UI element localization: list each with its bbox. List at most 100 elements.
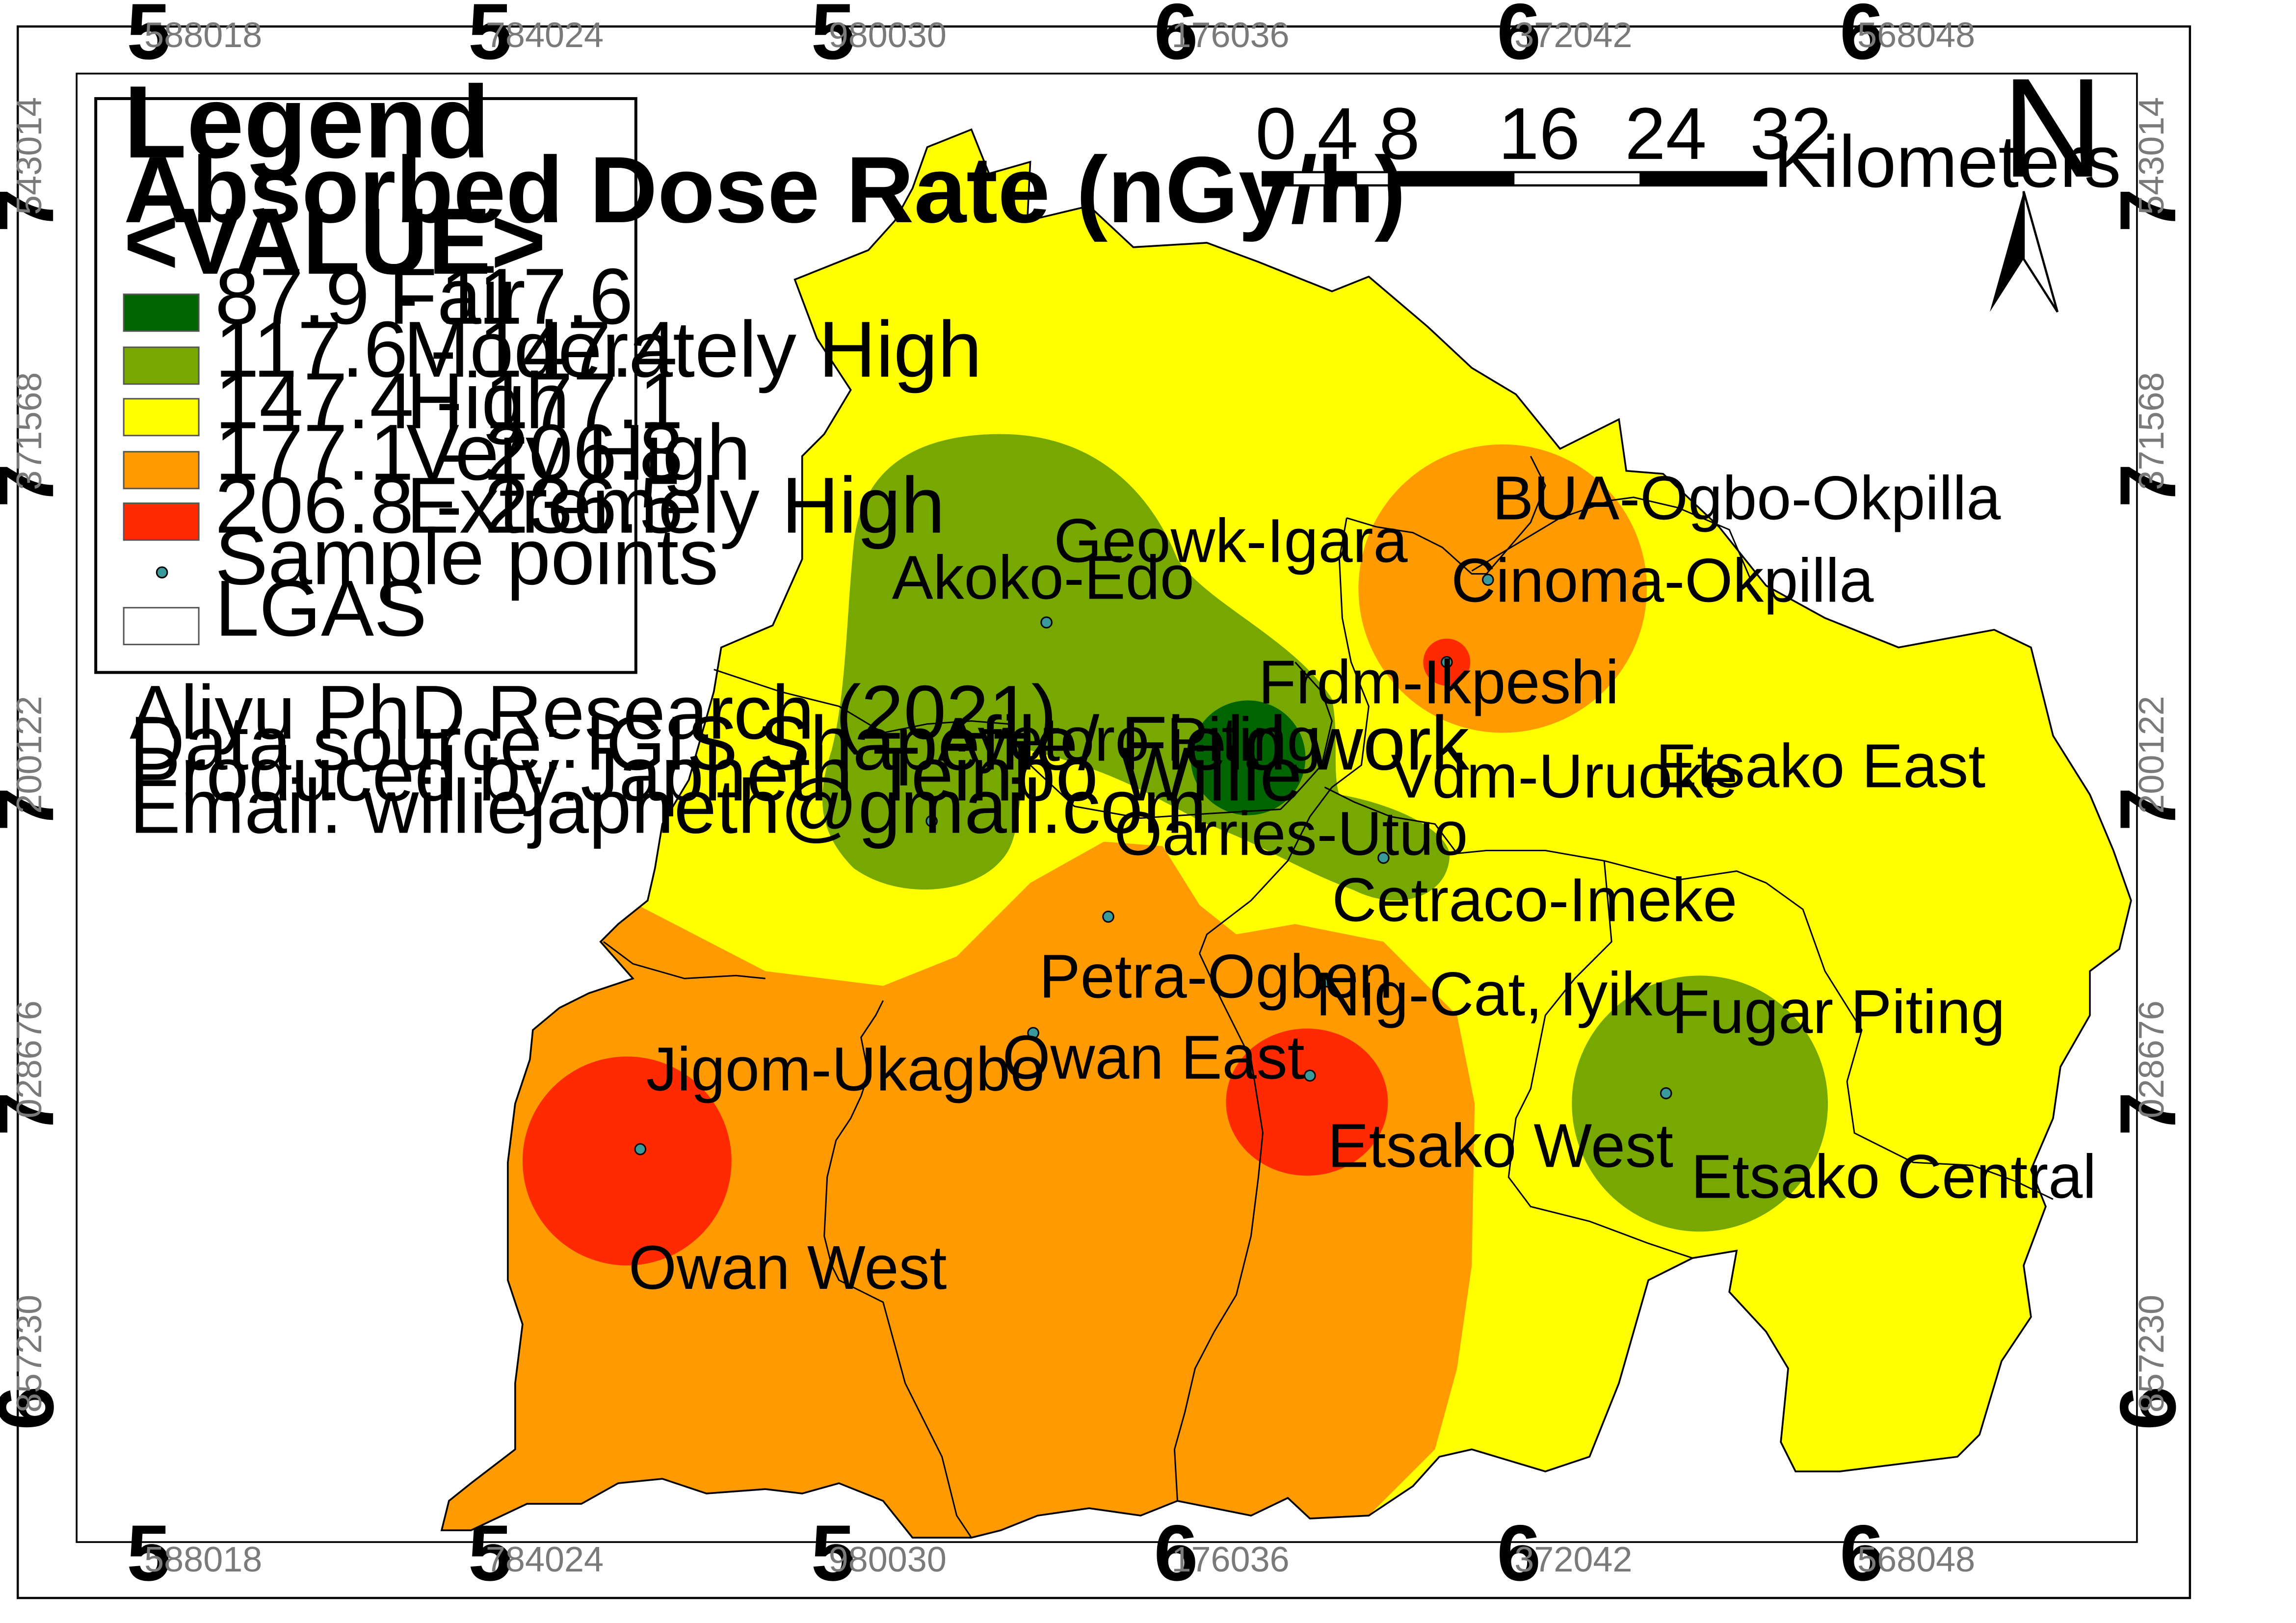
site-label: Akoko-Edo [892,543,1194,612]
legend-range: 147.4 - 177.1 [215,357,683,445]
bottom-label-major: 5 [811,1509,855,1597]
site-label: Frdm-Ikpeshi [1258,648,1619,717]
sample-point[interactable] [1441,656,1453,668]
right-label-major: 7 [2104,787,2192,831]
site-label: Jigom-Ukagbo [646,1034,1045,1103]
lga-label: Etsako West [1327,1111,1673,1180]
bottom-label-minor: 980030 [829,1540,947,1579]
sample-point[interactable] [1246,758,1259,770]
north-label: N [2002,49,2104,207]
credit-line: Produced by:Japheth Teinbo Willie [130,732,1302,817]
legend-field: <VALUE> [124,188,546,294]
left-label-major: 6 [0,1386,70,1430]
top-label-major: 6 [1840,0,1884,76]
legend-swatch-extremely-high [123,502,200,541]
right-label-major: 7 [2104,464,2192,508]
sample-point[interactable] [1027,1027,1039,1039]
top-label-major: 6 [1154,0,1198,76]
sample-point[interactable] [634,1143,647,1155]
legend-sample-point-icon [156,566,168,578]
right-label-major: 7 [2104,188,2192,233]
sample-point[interactable] [1481,574,1494,586]
site-label: Cinoma-Okpilla [1451,546,1874,615]
right-label-minor: 371568 [2132,372,2171,490]
credit-line: Email: williejapheth@gmail.com [130,764,1207,849]
legend-sample-points-label: Sample points [215,513,718,602]
right-label-minor: 543014 [2132,97,2171,215]
right-label-minor: 857230 [2132,1295,2171,1413]
sample-point[interactable] [1660,1087,1672,1099]
top-label-minor: 784024 [486,16,604,55]
legend-swatch-very-high [123,451,200,490]
left-label-major: 7 [0,188,70,233]
very-high-zone-south [441,841,1475,1538]
extremely-high-zone-ukagbo [522,1056,732,1266]
legend-swatch-lgas [123,607,200,646]
left-label-minor: 371568 [10,372,49,490]
bottom-label-minor: 176036 [1171,1540,1289,1579]
study-area-boundary [440,128,2132,1539]
lga-label: Owan West [629,1233,947,1302]
lga-label: Etsako Central [1691,1142,2096,1211]
bottom-label-major: 6 [1154,1509,1198,1597]
scale-tick: 0 [1255,92,1296,175]
sample-point[interactable] [1304,1070,1316,1082]
top-label-minor: 372042 [1514,16,1632,55]
legend-class-label: High [406,357,570,445]
lga-boundaries [603,456,2054,1538]
sample-point[interactable] [1321,975,1334,988]
top-label-minor: 568048 [1857,16,1975,55]
legend-class-label: Extremely High [406,461,945,550]
fair-zone-ikpeshi [1190,700,1306,815]
lga-label: Etsako East [1656,732,1985,801]
top-label-major: 5 [811,0,855,76]
bottom-label-major: 5 [127,1509,171,1597]
site-label: Fugar Piting [1672,977,2005,1046]
legend-title: Legend [124,65,490,180]
legend-range: 206.8 - 236.5 [215,461,683,550]
legend-swatch-fair [123,293,200,332]
credits: Aliyu PhD Research (2021) Data source: I… [130,670,1470,850]
extremely-high-zone-iyiku [1226,1028,1388,1176]
site-label: Vdm-Uruoke [1391,742,1738,811]
right-label-minor: 200122 [2132,696,2171,813]
credit-line: Data source: IGIS Shapefile/ Field work [130,701,1470,786]
scale-tick: 4 [1317,92,1358,175]
sample-point[interactable] [1377,852,1390,864]
sample-point[interactable] [925,815,938,827]
legend-swatch-moderately-high [123,346,200,385]
bottom-label-minor: 372042 [1514,1540,1632,1579]
scale-tick: 16 [1498,92,1580,175]
right-label-major: 6 [2104,1386,2192,1430]
top-label-major: 6 [1497,0,1541,76]
legend-class-label: Fair [389,252,526,341]
top-label-major: 5 [468,0,512,76]
site-label: Oarries-Utuo [1114,799,1468,868]
right-label-minor: 028676 [2132,1000,2171,1118]
legend-class-label: Moderately High [403,305,982,394]
scale-tick: 24 [1625,92,1707,175]
scale-tick: 32 [1750,92,1832,175]
sample-point[interactable] [1102,911,1114,923]
credit-line: Aliyu PhD Research (2021) [130,670,1056,756]
north-arrow-icon: N [1989,49,2104,313]
right-label-major: 7 [2104,1092,2192,1136]
left-label-major: 7 [0,787,70,831]
bottom-coordinate-labels: 5 588018 5 784024 5 980030 6 176036 6 37… [127,1509,1975,1597]
bottom-label-minor: 568048 [1857,1540,1975,1579]
legend-range: 117.6 - 147.4 [215,305,677,394]
left-label-major: 7 [0,1092,70,1136]
site-label: BUA-Ogbo-Okpilla [1492,464,2001,533]
scale-tick: 8 [1379,92,1420,175]
legend-lgas-label: LGAS [215,564,427,653]
top-label-major: 5 [127,0,171,76]
scale-bar: 0 4 8 16 24 32 Kilometers [1255,92,2121,203]
legend-box: Legend Absorbed Dose Rate (nGy/h) <VALUE… [94,65,1406,674]
top-label-minor: 176036 [1171,16,1289,55]
sample-point[interactable] [1040,616,1053,628]
legend-range: 87.9 - 117.6 [215,252,633,341]
bottom-label-minor: 784024 [486,1540,604,1579]
site-label: Geowk-Igara [1054,506,1408,576]
